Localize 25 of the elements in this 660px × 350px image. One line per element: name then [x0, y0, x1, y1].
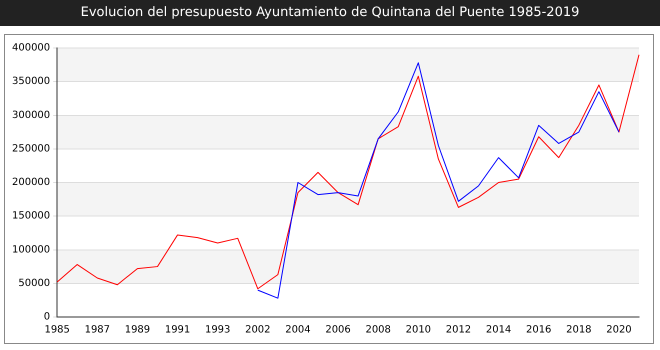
y-tick-label: 0 — [44, 312, 50, 323]
chart-title: Evolucion del presupuesto Ayuntamiento de Quintana del Puente 1985-2019 — [0, 0, 660, 26]
x-tick-label: 2014 — [486, 324, 512, 336]
x-tick-label: 2002 — [245, 324, 271, 336]
x-tick-label: 2020 — [606, 324, 632, 336]
y-tick-label: 300000 — [12, 110, 50, 121]
x-tick-label: 1991 — [164, 324, 190, 336]
y-tick-label: 100000 — [12, 244, 50, 256]
y-tick-label: 400000 — [12, 42, 50, 54]
x-tick-label: 2012 — [446, 324, 472, 336]
x-tick-label: 2010 — [406, 324, 432, 336]
x-tick-label: 1993 — [204, 324, 230, 336]
x-tick-label: 2004 — [285, 324, 311, 336]
x-tick-label: 1989 — [124, 324, 150, 336]
y-tick-label: 350000 — [12, 76, 50, 88]
x-tick-label: 2006 — [325, 324, 351, 336]
y-tick-label: 50000 — [18, 278, 50, 289]
x-tick-label: 2018 — [566, 324, 592, 336]
x-tick-label: 1987 — [84, 324, 110, 336]
y-tick-label: 200000 — [12, 177, 50, 188]
y-tick-label: 150000 — [12, 210, 50, 222]
x-tick-label: 2008 — [365, 324, 391, 336]
x-tick-label: 1985 — [44, 324, 70, 336]
x-tick-label: 2016 — [526, 324, 552, 336]
y-tick-label: 250000 — [12, 143, 50, 154]
